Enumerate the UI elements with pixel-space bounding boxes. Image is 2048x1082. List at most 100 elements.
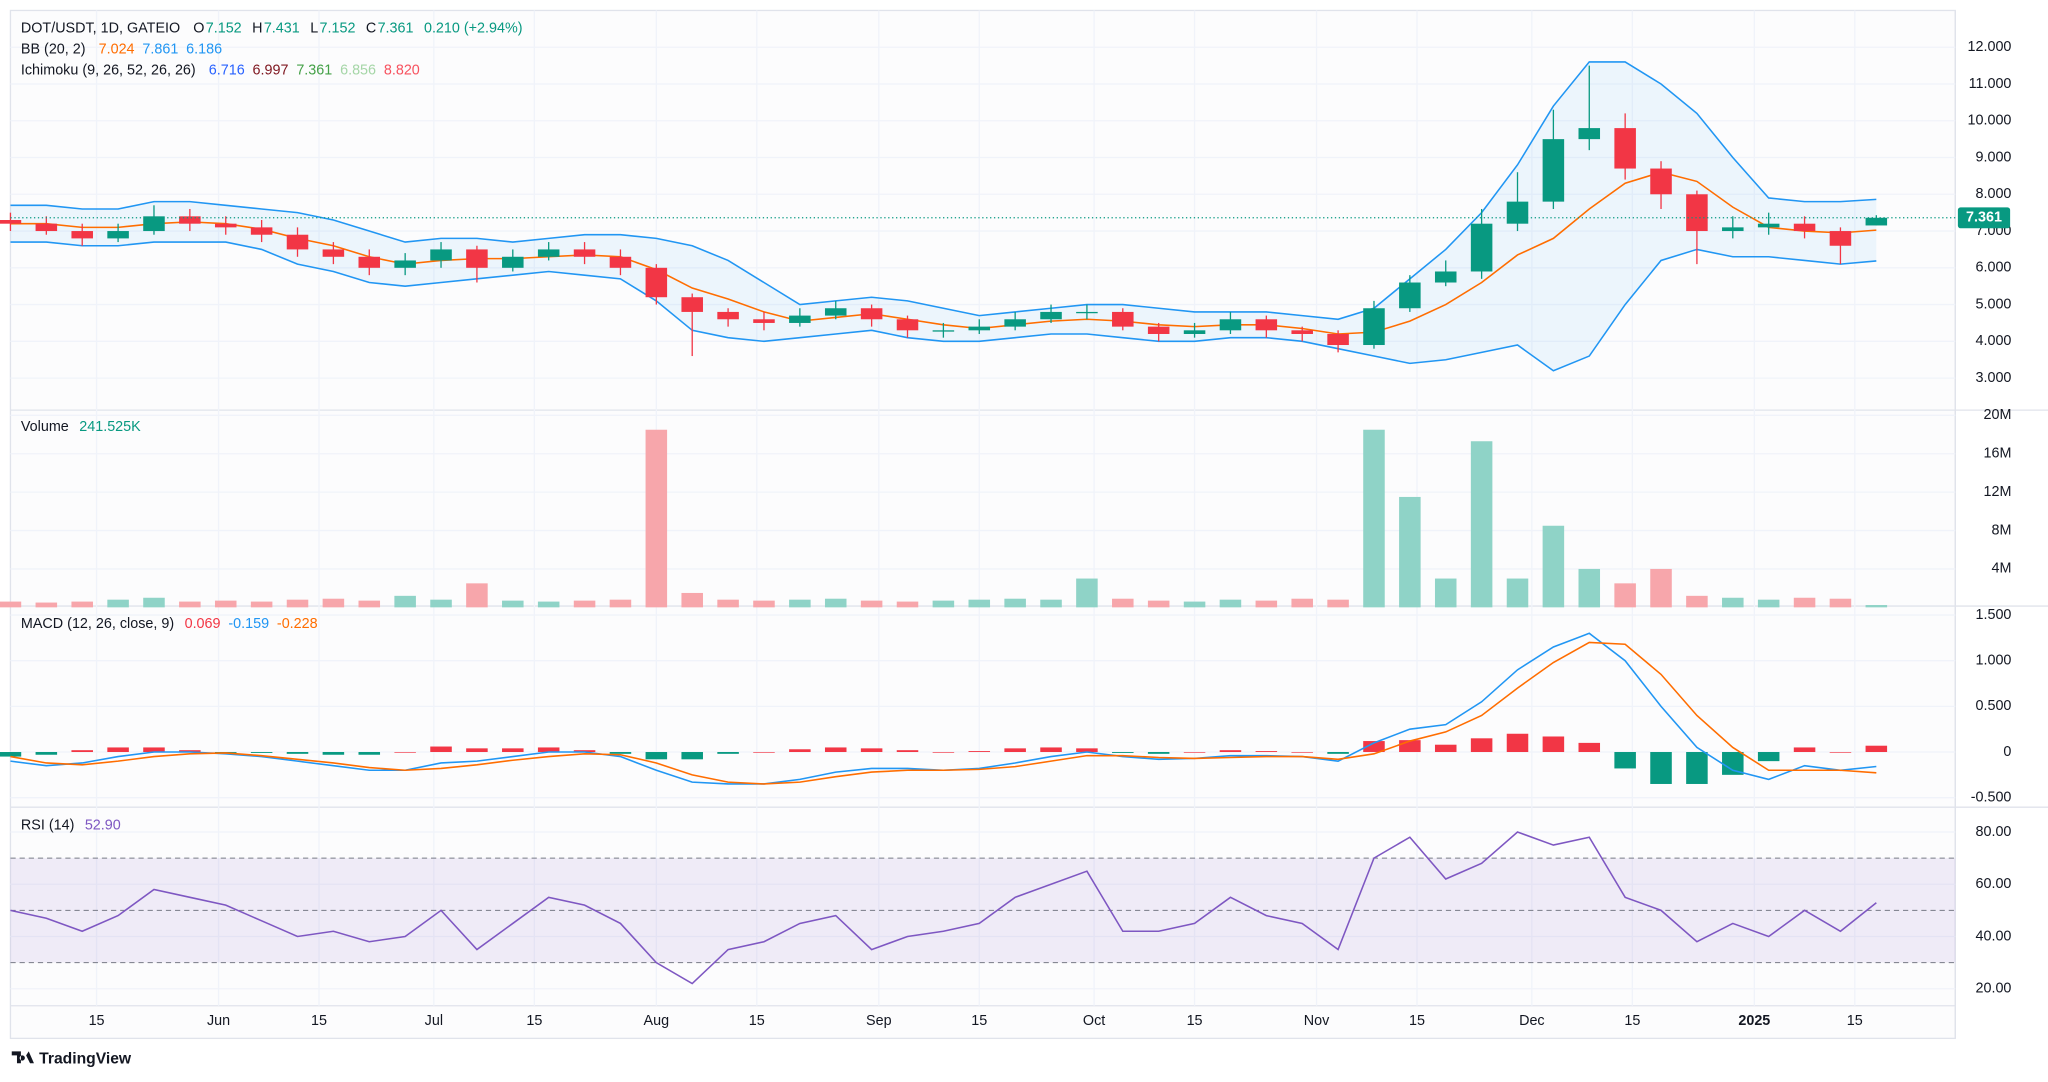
- x-tick-label: 15: [526, 1013, 542, 1029]
- volume-bar: [932, 600, 955, 608]
- macd-histogram-bar: [394, 752, 416, 753]
- volume-bar: [1363, 429, 1385, 608]
- volume-bar: [1829, 598, 1852, 608]
- candle-body: [1183, 330, 1206, 334]
- volume-bar: [35, 602, 58, 608]
- macd-histogram-bar: [286, 752, 309, 754]
- y-tick-label: 4.000: [1975, 333, 2011, 349]
- volume-bar: [1722, 597, 1744, 608]
- macd-histogram-bar: [1004, 748, 1026, 753]
- x-tick-label: 15: [1624, 1013, 1640, 1029]
- macd-histogram-bar: [1147, 752, 1170, 754]
- y-tick-label: 20.00: [1975, 981, 2011, 997]
- x-tick-label: 15: [311, 1013, 327, 1029]
- legend-text: 6.716: [209, 62, 245, 78]
- y-tick-label: 16M: [1983, 446, 2011, 462]
- legend-text: H: [252, 21, 262, 37]
- y-tick-label: 9.000: [1975, 149, 2011, 165]
- macd-histogram-bar: [35, 752, 58, 755]
- volume-bar: [1183, 601, 1206, 608]
- y-tick-label: 8M: [1991, 522, 2011, 538]
- legend-text: 6.997: [253, 62, 289, 78]
- macd-histogram-bar: [71, 750, 93, 753]
- legend-text: O: [193, 21, 204, 37]
- volume-bar: [107, 599, 129, 608]
- branding: TradingView: [11, 1050, 132, 1067]
- volume-bar: [717, 599, 739, 608]
- macd-histogram-bar: [1578, 742, 1601, 753]
- legend-text: Ichimoku (9, 26, 52, 26, 26): [21, 62, 196, 78]
- macd-histogram-bar: [1219, 750, 1242, 753]
- macd-histogram-bar: [860, 748, 883, 753]
- volume-bar: [824, 598, 847, 608]
- signal-line: [10, 641, 1877, 785]
- macd-histogram-bar: [1793, 747, 1816, 753]
- x-tick-label: 15: [89, 1013, 105, 1029]
- candle-body: [824, 308, 847, 316]
- candle-body: [1040, 311, 1062, 320]
- volume-bar: [143, 597, 165, 608]
- volume-bar: [286, 599, 309, 608]
- macd-histogram-bar: [932, 752, 955, 753]
- candle-body: [71, 231, 93, 239]
- candle-body: [789, 315, 811, 323]
- y-tick-label: 11.000: [1969, 76, 2012, 92]
- x-tick-label: Jul: [425, 1013, 443, 1029]
- volume-bar: [1865, 605, 1888, 608]
- y-tick-label: 0: [2003, 744, 2011, 760]
- macd-histogram-bar: [1865, 745, 1888, 753]
- macd-histogram-bar: [322, 752, 345, 755]
- macd-histogram-bar: [179, 750, 201, 753]
- y-tick-label: -0.500: [1971, 789, 2012, 805]
- x-tick-label: Aug: [644, 1013, 670, 1029]
- legend-text: RSI (14): [21, 817, 74, 833]
- volume-bar: [1112, 598, 1134, 608]
- candle-body: [753, 319, 775, 323]
- candle-body: [1506, 201, 1529, 224]
- legend-text: 7.361: [296, 62, 332, 78]
- volume-bar: [179, 601, 201, 608]
- macd-histogram-bar: [681, 752, 703, 760]
- macd-histogram-bar: [1506, 733, 1529, 753]
- macd-histogram-bar: [0, 752, 22, 757]
- candle-body: [466, 249, 488, 268]
- volume-bar: [1076, 578, 1098, 608]
- macd-histogram-bar: [250, 752, 273, 753]
- bb-lower: [10, 241, 1877, 372]
- volume-bar: [1757, 599, 1780, 608]
- candle-body: [1829, 231, 1852, 246]
- candle-body: [860, 308, 883, 320]
- volume-bar: [1004, 598, 1026, 608]
- candle-body: [430, 249, 452, 261]
- macd-histogram-bar: [968, 751, 991, 753]
- volume-bar: [1219, 599, 1242, 608]
- x-tick-label: 15: [971, 1013, 987, 1029]
- last-price-label: 7.361: [1966, 210, 2002, 226]
- macd-histogram-bar: [1434, 744, 1457, 753]
- candle-body: [0, 220, 22, 224]
- volume-bar: [466, 583, 488, 608]
- legend-text: -0.228: [277, 616, 318, 632]
- candle-body: [1219, 319, 1242, 331]
- legend-text: -0.159: [228, 616, 269, 632]
- legend-text: 0.210 (+2.94%): [424, 21, 523, 37]
- macd-histogram-bar: [789, 749, 811, 753]
- y-tick-label: 1.000: [1975, 652, 2011, 668]
- macd-histogram-bar: [609, 752, 632, 754]
- macd-histogram-bar: [1722, 752, 1744, 775]
- macd-histogram-bar: [1255, 751, 1278, 753]
- candle-body: [107, 231, 129, 239]
- candle-body: [1614, 128, 1636, 169]
- candle-body: [1686, 194, 1708, 232]
- candle-body: [1722, 227, 1744, 232]
- volume-bar: [1434, 578, 1457, 608]
- volume-bar: [1614, 583, 1636, 608]
- legend-text: Volume: [21, 419, 69, 435]
- macd-histogram-bar: [1470, 738, 1493, 753]
- candle-body: [1434, 271, 1457, 283]
- candle-body: [1363, 308, 1385, 346]
- candle-body: [358, 256, 381, 268]
- volume-bar: [71, 601, 93, 608]
- y-tick-label: 20M: [1983, 407, 2011, 423]
